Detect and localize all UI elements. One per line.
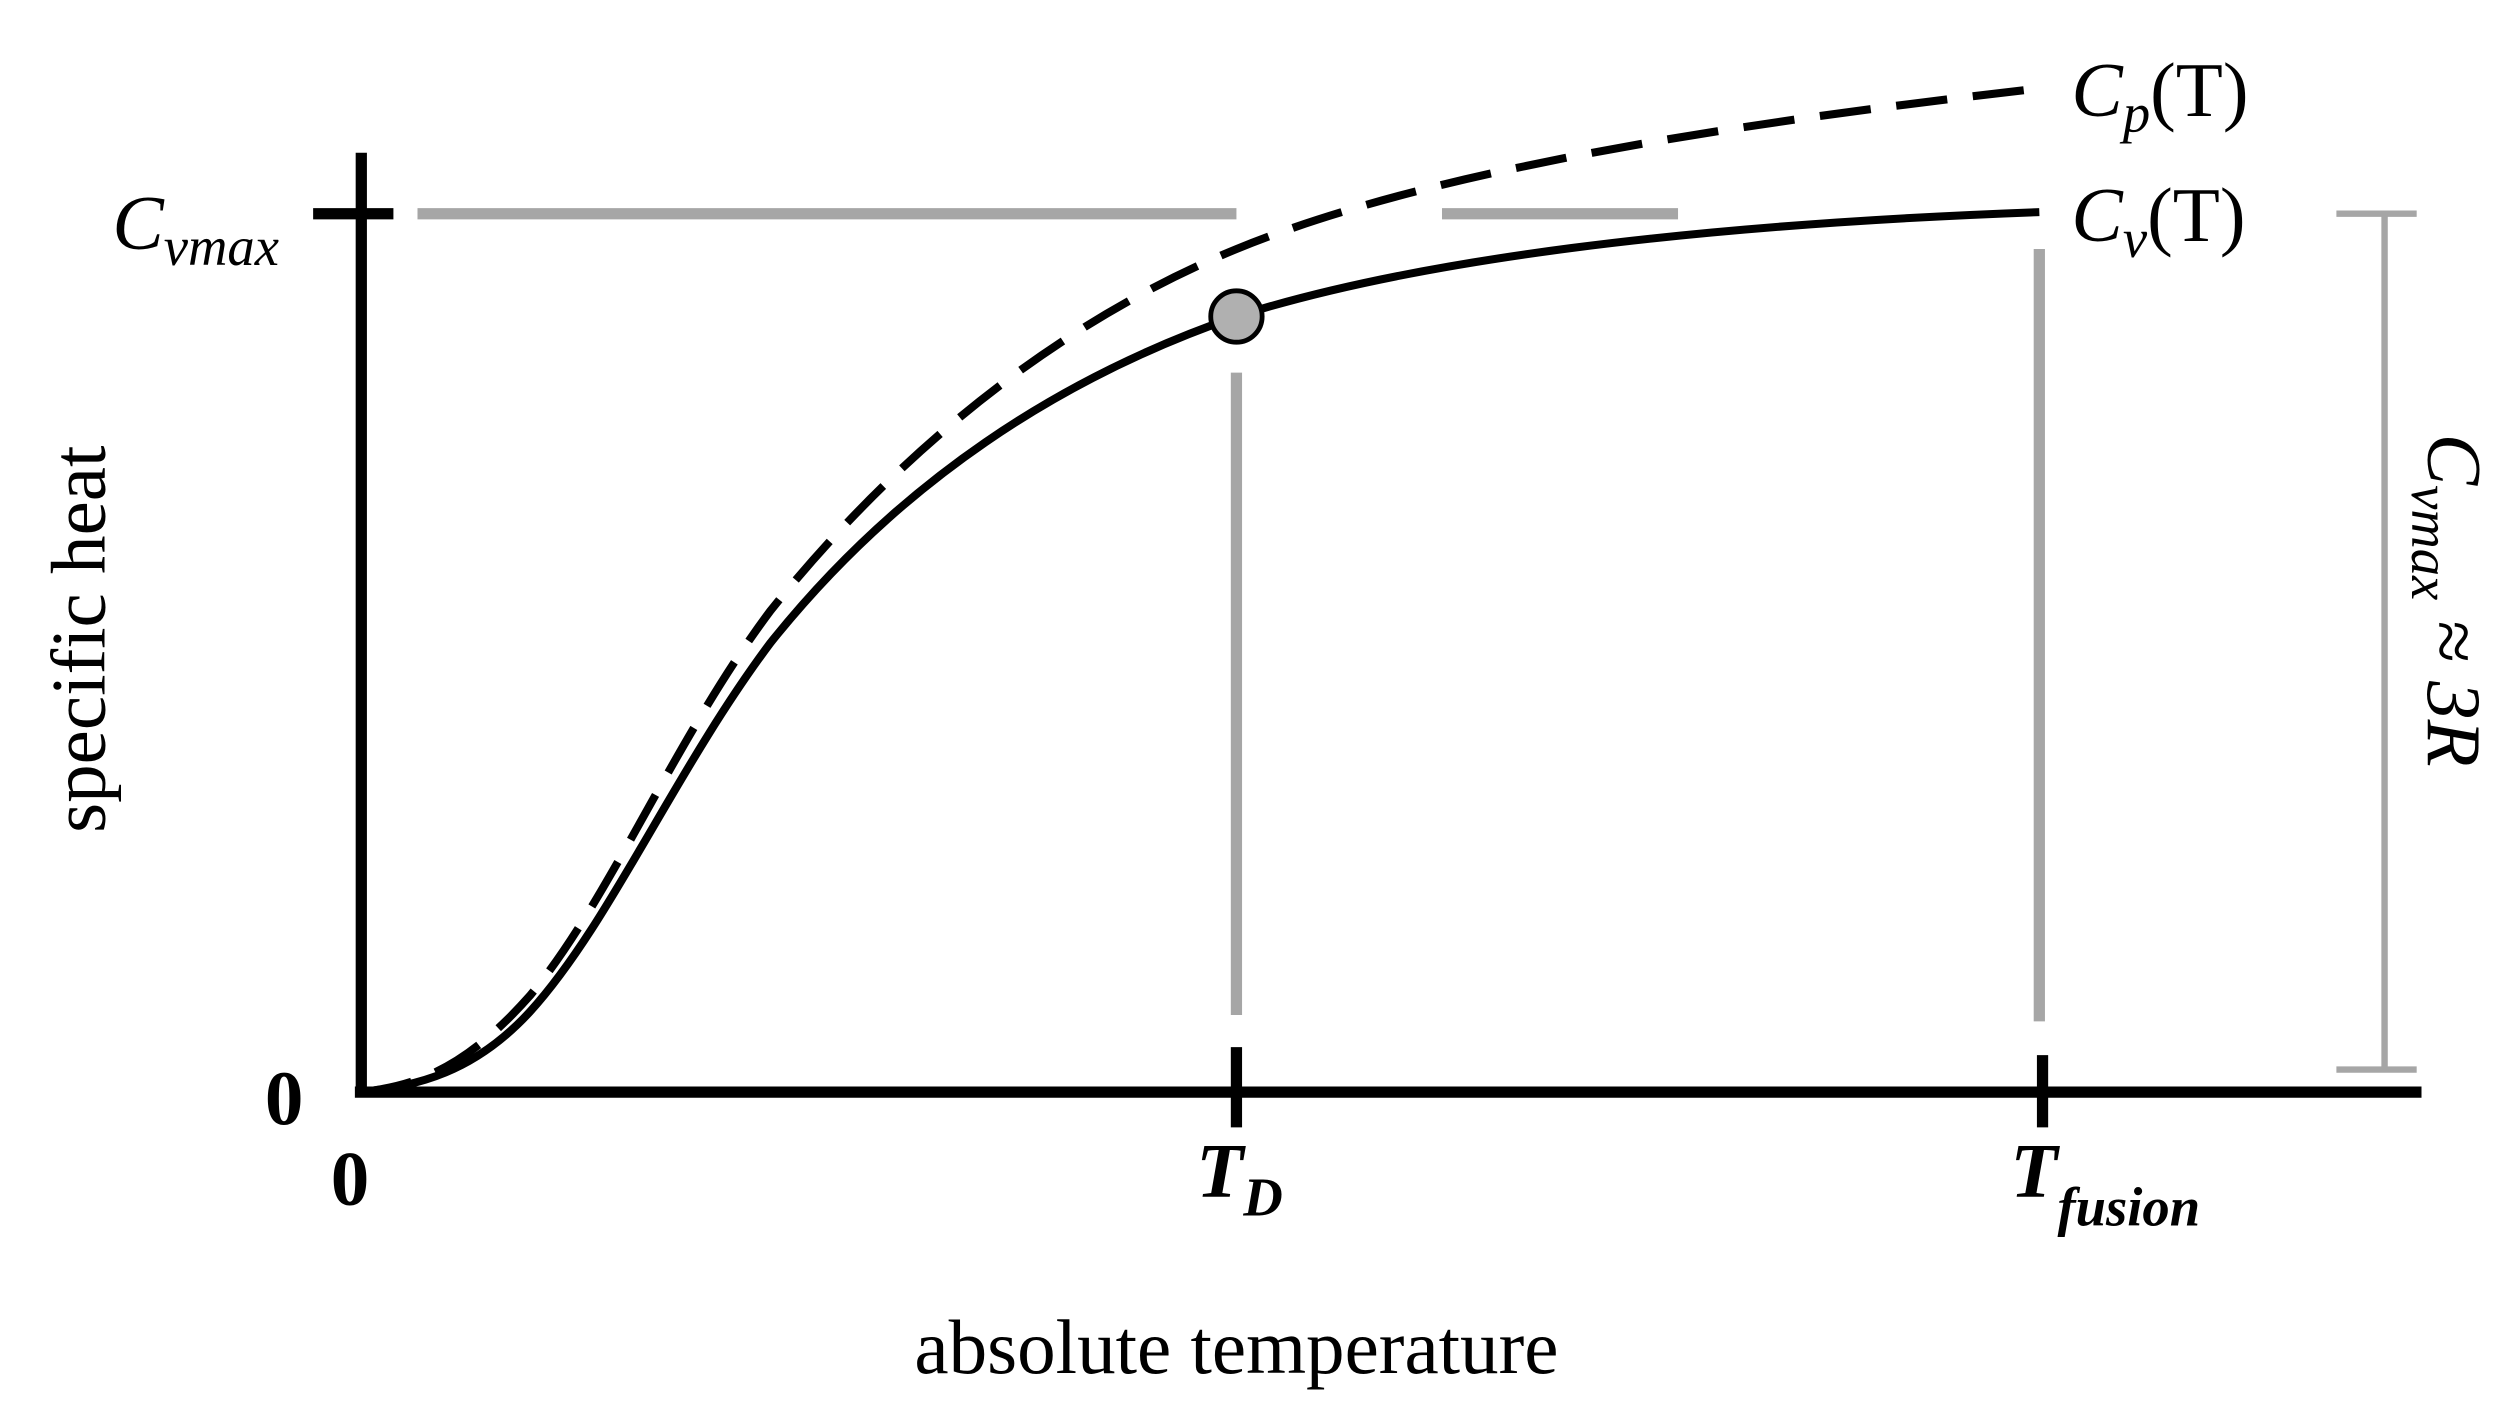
subscript: vmax [2400, 485, 2461, 600]
curve-label: Cv(T) [2071, 172, 2245, 269]
symbol: T [2010, 1127, 2060, 1213]
debye-point [1208, 288, 1265, 345]
y-axis-title: specific heat [35, 446, 121, 833]
symbol: C [2071, 47, 2124, 133]
x-tick-label: TD [1196, 1127, 1283, 1227]
symbol: C [2071, 172, 2124, 258]
x-tick-label: Tfusion [2010, 1127, 2200, 1237]
relation: ≈ 3R [2411, 620, 2497, 767]
subscript: vmax [164, 216, 279, 277]
bracket-label: Cvmax ≈ 3R [2400, 434, 2497, 767]
x-zero-label: 0 [331, 1135, 370, 1221]
y-tick-label: Cvmax [112, 180, 279, 277]
subscript: fusion [2058, 1176, 2201, 1237]
cv-curve [360, 208, 2040, 1097]
x-axis-title: absolute temperature [914, 1304, 1558, 1390]
axes [313, 152, 2422, 1128]
curve-label: Cp(T) [2071, 47, 2248, 144]
y-zero-label: 0 [265, 1055, 304, 1141]
symbol: T [1196, 1127, 1246, 1213]
subscript: v [2123, 208, 2148, 269]
symbol: C [112, 180, 165, 266]
symbol: C [2411, 434, 2497, 487]
bracket [2336, 210, 2417, 1073]
argument: (T) [2147, 172, 2245, 258]
subscript: D [1242, 1167, 1282, 1228]
argument: (T) [2150, 47, 2248, 133]
subscript: p [2119, 83, 2150, 144]
cp-curve [360, 84, 2040, 1097]
guides [417, 208, 2045, 1022]
